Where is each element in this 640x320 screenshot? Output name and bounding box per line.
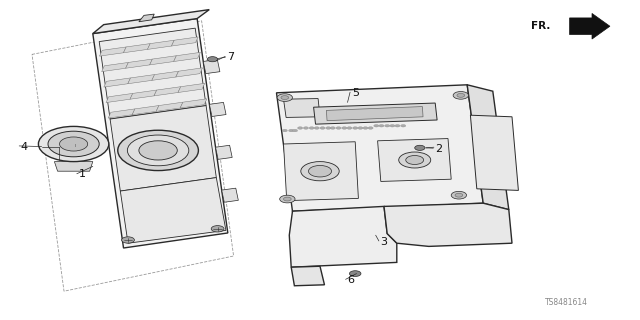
Circle shape bbox=[399, 152, 431, 168]
Polygon shape bbox=[216, 145, 232, 159]
Circle shape bbox=[326, 127, 331, 129]
Circle shape bbox=[308, 165, 332, 177]
Circle shape bbox=[385, 124, 390, 127]
Circle shape bbox=[38, 126, 109, 162]
Polygon shape bbox=[156, 102, 183, 111]
Polygon shape bbox=[384, 203, 512, 246]
Polygon shape bbox=[130, 90, 157, 99]
Polygon shape bbox=[125, 59, 152, 68]
Polygon shape bbox=[326, 107, 423, 121]
Text: FR.: FR. bbox=[531, 21, 550, 31]
Circle shape bbox=[368, 127, 373, 129]
Polygon shape bbox=[99, 47, 126, 56]
Polygon shape bbox=[106, 93, 132, 103]
Circle shape bbox=[455, 193, 463, 197]
Text: 1: 1 bbox=[79, 169, 85, 180]
Polygon shape bbox=[150, 56, 177, 65]
Circle shape bbox=[349, 271, 361, 276]
Circle shape bbox=[292, 129, 298, 132]
Circle shape bbox=[342, 127, 347, 129]
Circle shape bbox=[122, 237, 134, 243]
Circle shape bbox=[406, 156, 424, 164]
Polygon shape bbox=[470, 115, 518, 190]
Circle shape bbox=[330, 127, 335, 129]
Circle shape bbox=[48, 131, 99, 157]
Circle shape bbox=[457, 93, 465, 97]
Circle shape bbox=[347, 127, 352, 129]
Polygon shape bbox=[467, 85, 509, 210]
Text: 3: 3 bbox=[381, 236, 387, 247]
Polygon shape bbox=[104, 78, 131, 87]
Circle shape bbox=[353, 127, 358, 129]
Circle shape bbox=[401, 124, 406, 127]
Circle shape bbox=[281, 96, 289, 100]
Polygon shape bbox=[54, 162, 93, 171]
Circle shape bbox=[303, 127, 308, 129]
Circle shape bbox=[280, 195, 295, 203]
Polygon shape bbox=[180, 99, 207, 108]
Polygon shape bbox=[204, 60, 220, 74]
Text: 6: 6 bbox=[348, 275, 354, 285]
Text: 2: 2 bbox=[435, 144, 442, 154]
Circle shape bbox=[390, 124, 395, 127]
Text: TS8481614: TS8481614 bbox=[545, 298, 588, 307]
Polygon shape bbox=[209, 102, 226, 116]
Circle shape bbox=[301, 162, 339, 181]
Polygon shape bbox=[173, 52, 200, 61]
Circle shape bbox=[395, 124, 400, 127]
Circle shape bbox=[298, 127, 303, 129]
Polygon shape bbox=[176, 68, 202, 77]
Polygon shape bbox=[570, 13, 610, 39]
Text: 4: 4 bbox=[20, 141, 28, 152]
Circle shape bbox=[379, 124, 384, 127]
Text: 7: 7 bbox=[227, 52, 234, 62]
Text: 5: 5 bbox=[352, 88, 358, 98]
Polygon shape bbox=[152, 71, 179, 80]
Circle shape bbox=[207, 57, 218, 62]
Circle shape bbox=[374, 124, 379, 127]
Polygon shape bbox=[284, 99, 320, 117]
Polygon shape bbox=[93, 10, 209, 34]
Polygon shape bbox=[102, 62, 129, 72]
Circle shape bbox=[453, 92, 468, 99]
Polygon shape bbox=[154, 87, 180, 96]
Circle shape bbox=[282, 129, 287, 132]
Polygon shape bbox=[147, 40, 174, 49]
Polygon shape bbox=[221, 188, 238, 202]
Circle shape bbox=[415, 145, 425, 150]
Polygon shape bbox=[172, 37, 198, 46]
Polygon shape bbox=[93, 19, 228, 248]
Circle shape bbox=[358, 127, 363, 129]
Circle shape bbox=[127, 135, 189, 166]
Polygon shape bbox=[139, 14, 154, 22]
Circle shape bbox=[211, 226, 224, 232]
Circle shape bbox=[363, 127, 368, 129]
Circle shape bbox=[60, 137, 88, 151]
Polygon shape bbox=[124, 44, 150, 53]
Circle shape bbox=[336, 127, 341, 129]
Polygon shape bbox=[108, 109, 135, 118]
Circle shape bbox=[451, 191, 467, 199]
Circle shape bbox=[289, 129, 294, 132]
Polygon shape bbox=[291, 266, 324, 286]
Polygon shape bbox=[289, 206, 397, 267]
Polygon shape bbox=[276, 85, 483, 211]
Polygon shape bbox=[178, 83, 205, 92]
Polygon shape bbox=[99, 28, 206, 119]
Circle shape bbox=[277, 94, 292, 101]
Polygon shape bbox=[120, 178, 226, 243]
Circle shape bbox=[118, 130, 198, 171]
Polygon shape bbox=[284, 142, 358, 201]
Polygon shape bbox=[132, 106, 159, 115]
Polygon shape bbox=[128, 75, 155, 84]
Circle shape bbox=[314, 127, 319, 129]
Circle shape bbox=[309, 127, 314, 129]
Text: I: I bbox=[72, 144, 76, 148]
Circle shape bbox=[139, 141, 177, 160]
Polygon shape bbox=[378, 139, 451, 181]
Polygon shape bbox=[314, 103, 437, 124]
Polygon shape bbox=[110, 106, 216, 191]
Circle shape bbox=[284, 197, 291, 201]
Circle shape bbox=[320, 127, 325, 129]
